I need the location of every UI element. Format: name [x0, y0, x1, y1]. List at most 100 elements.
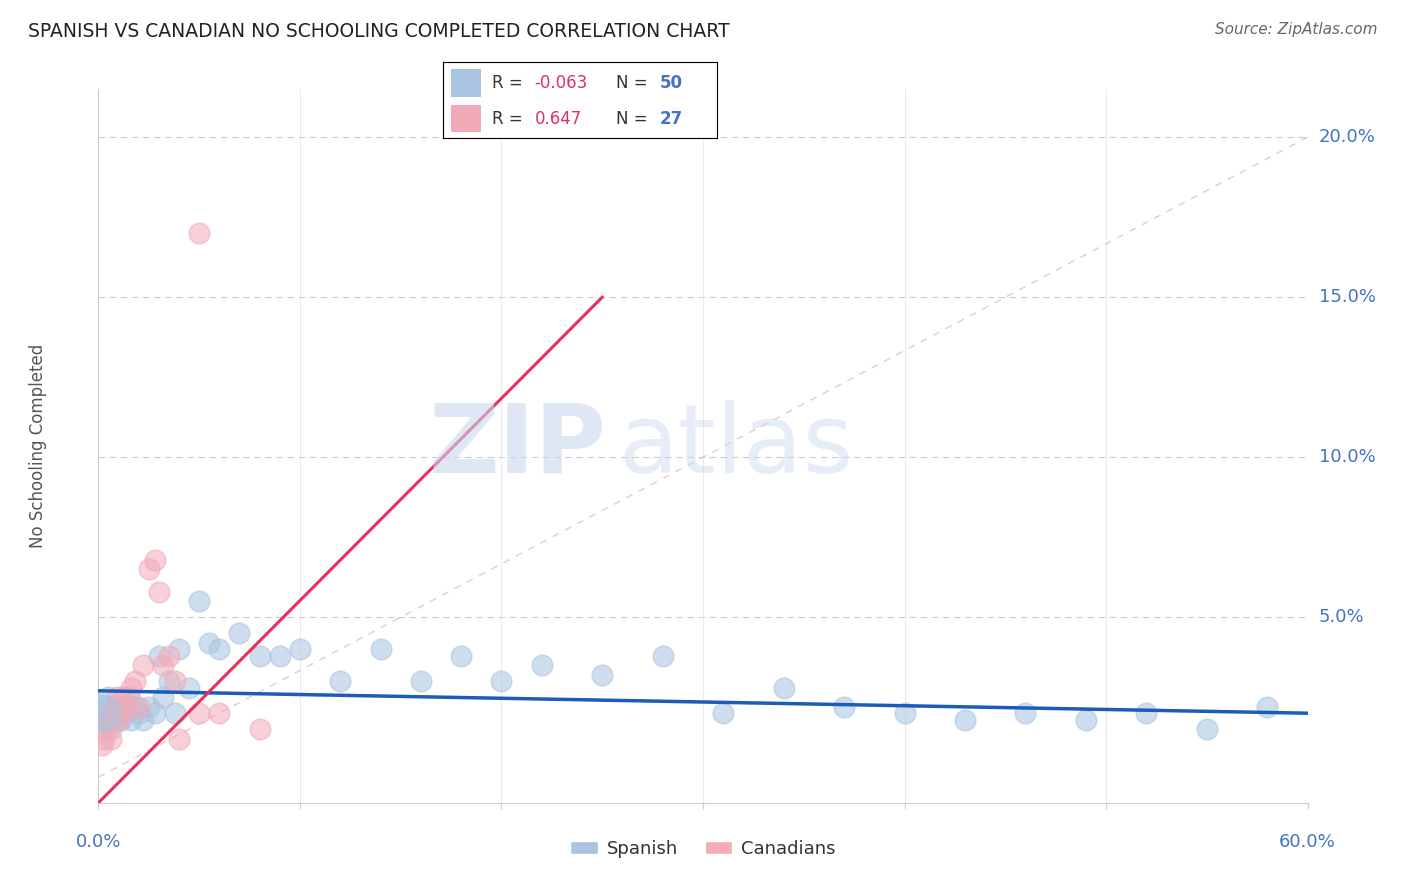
Point: [97, 690, 120, 705]
Point: [198, 636, 221, 650]
Point: [1074, 713, 1097, 727]
Point: [103, 699, 125, 714]
Text: Source: ZipAtlas.com: Source: ZipAtlas.com: [1215, 22, 1378, 37]
Point: [105, 699, 128, 714]
Text: R =: R =: [492, 110, 529, 128]
Text: 20.0%: 20.0%: [1319, 128, 1375, 146]
Point: [110, 713, 132, 727]
Point: [177, 681, 201, 695]
Point: [143, 706, 166, 721]
Point: [101, 706, 124, 721]
Point: [370, 642, 392, 657]
Point: [249, 722, 271, 736]
Point: [120, 713, 142, 727]
Point: [103, 713, 125, 727]
Point: [152, 690, 174, 705]
Point: [138, 562, 160, 576]
Text: 15.0%: 15.0%: [1319, 288, 1375, 306]
Point: [107, 706, 129, 721]
Point: [1195, 722, 1218, 736]
Legend: Spanish, Canadians: Spanish, Canadians: [564, 833, 842, 865]
Text: N =: N =: [616, 110, 652, 128]
Text: N =: N =: [616, 74, 652, 92]
Bar: [451, 70, 481, 96]
Point: [163, 706, 186, 721]
Text: 27: 27: [659, 110, 683, 128]
Point: [1014, 706, 1036, 721]
Point: [1135, 706, 1157, 721]
Point: [143, 552, 166, 566]
Point: [711, 706, 734, 721]
Text: No Schooling Completed: No Schooling Completed: [30, 344, 46, 548]
Point: [100, 731, 122, 746]
Point: [148, 584, 170, 599]
Bar: [451, 105, 481, 132]
Point: [188, 594, 211, 608]
Point: [249, 648, 271, 663]
Text: R =: R =: [492, 74, 529, 92]
Text: SPANISH VS CANADIAN NO SCHOOLING COMPLETED CORRELATION CHART: SPANISH VS CANADIAN NO SCHOOLING COMPLET…: [28, 22, 730, 41]
Point: [157, 648, 180, 663]
Point: [329, 674, 352, 689]
Point: [188, 706, 211, 721]
Point: [832, 699, 855, 714]
Point: [115, 699, 138, 714]
Point: [111, 690, 134, 705]
Text: -0.063: -0.063: [534, 74, 588, 92]
Point: [288, 642, 311, 657]
Point: [591, 668, 613, 682]
Text: 0.647: 0.647: [534, 110, 582, 128]
Text: atlas: atlas: [619, 400, 853, 492]
Point: [228, 626, 250, 640]
Point: [409, 674, 432, 689]
Point: [124, 699, 146, 714]
Point: [208, 642, 231, 657]
Text: 50: 50: [659, 74, 682, 92]
Point: [132, 658, 155, 673]
Point: [491, 674, 513, 689]
Point: [157, 674, 180, 689]
Point: [100, 722, 122, 736]
Point: [97, 713, 120, 727]
Text: ZIP: ZIP: [429, 400, 606, 492]
Point: [114, 706, 136, 721]
Point: [107, 713, 129, 727]
Point: [93, 713, 115, 727]
Point: [163, 674, 186, 689]
Point: [105, 690, 128, 705]
Point: [101, 706, 124, 721]
Point: [208, 706, 231, 721]
Point: [111, 699, 134, 714]
Point: [167, 642, 190, 657]
Text: 5.0%: 5.0%: [1319, 608, 1364, 626]
Point: [91, 738, 114, 752]
Text: 10.0%: 10.0%: [1319, 448, 1375, 467]
Point: [110, 706, 132, 721]
Point: [128, 699, 150, 714]
Point: [120, 681, 142, 695]
Point: [93, 731, 115, 746]
Point: [132, 713, 155, 727]
Point: [269, 648, 291, 663]
Point: [953, 713, 976, 727]
Point: [893, 706, 915, 721]
Point: [128, 706, 150, 721]
Text: 60.0%: 60.0%: [1279, 833, 1336, 851]
Point: [91, 706, 114, 721]
Point: [152, 658, 174, 673]
Point: [96, 699, 118, 714]
Point: [772, 681, 794, 695]
Point: [124, 674, 146, 689]
Point: [651, 648, 673, 663]
Point: [148, 648, 170, 663]
Point: [118, 690, 141, 705]
Point: [96, 722, 118, 736]
Point: [91, 706, 114, 721]
Point: [530, 658, 553, 673]
Text: 0.0%: 0.0%: [76, 833, 121, 851]
Point: [167, 731, 190, 746]
Point: [188, 226, 211, 240]
Point: [138, 699, 160, 714]
Point: [450, 648, 472, 663]
Point: [1256, 699, 1278, 714]
